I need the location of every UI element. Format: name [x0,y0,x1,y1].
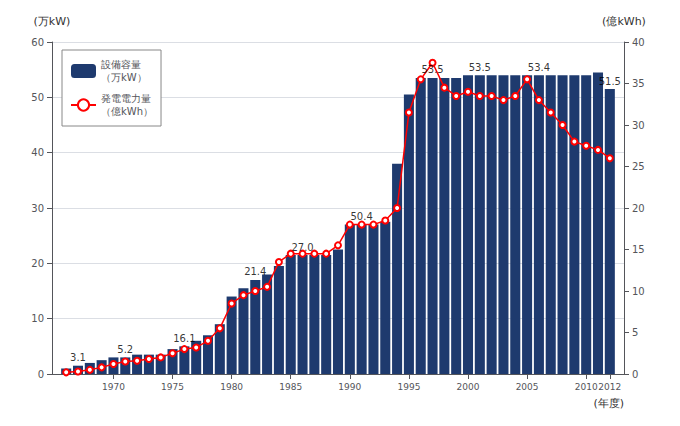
svg-text:（億kWh）: （億kWh） [101,106,153,117]
svg-text:2000: 2000 [457,382,480,392]
svg-text:1970: 1970 [102,382,125,392]
svg-text:50.4: 50.4 [351,211,373,222]
svg-text:10: 10 [632,286,645,297]
svg-text:1995: 1995 [397,382,420,392]
svg-text:1980: 1980 [220,382,243,392]
svg-text:27.0: 27.0 [291,242,313,253]
svg-text:(年度): (年度) [593,397,624,410]
svg-text:0: 0 [632,369,638,380]
svg-text:25: 25 [632,161,645,172]
svg-text:30: 30 [632,120,645,131]
svg-text:0: 0 [38,369,44,380]
svg-text:15: 15 [632,244,645,255]
svg-text:2012: 2012 [598,382,621,392]
svg-text:20: 20 [31,258,44,269]
svg-text:60: 60 [31,37,44,48]
svg-text:20: 20 [632,203,645,214]
svg-text:51.5: 51.5 [599,76,621,87]
svg-text:53.5: 53.5 [421,64,443,75]
svg-text:50: 50 [31,92,44,103]
svg-text:1975: 1975 [161,382,184,392]
svg-text:設備容量: 設備容量 [101,59,141,70]
svg-text:40: 40 [31,147,44,158]
svg-text:40: 40 [632,37,645,48]
svg-text:2010: 2010 [575,382,598,392]
svg-text:発電電力量: 発電電力量 [101,93,151,104]
svg-text:10: 10 [31,313,44,324]
svg-text:(億kWh): (億kWh) [602,15,646,28]
svg-text:30: 30 [31,203,44,214]
svg-text:5: 5 [632,327,638,338]
svg-text:21.4: 21.4 [244,266,266,277]
svg-text:（万kW）: （万kW） [101,72,147,83]
svg-text:5.2: 5.2 [117,344,133,355]
svg-text:(万kW): (万kW) [34,15,71,28]
svg-text:53.5: 53.5 [469,62,491,73]
svg-text:1985: 1985 [279,382,302,392]
svg-text:53.4: 53.4 [528,62,550,73]
svg-text:1990: 1990 [338,382,361,392]
svg-text:2005: 2005 [516,382,539,392]
svg-text:3.1: 3.1 [70,352,86,363]
svg-text:35: 35 [632,78,645,89]
svg-text:16.1: 16.1 [173,333,195,344]
